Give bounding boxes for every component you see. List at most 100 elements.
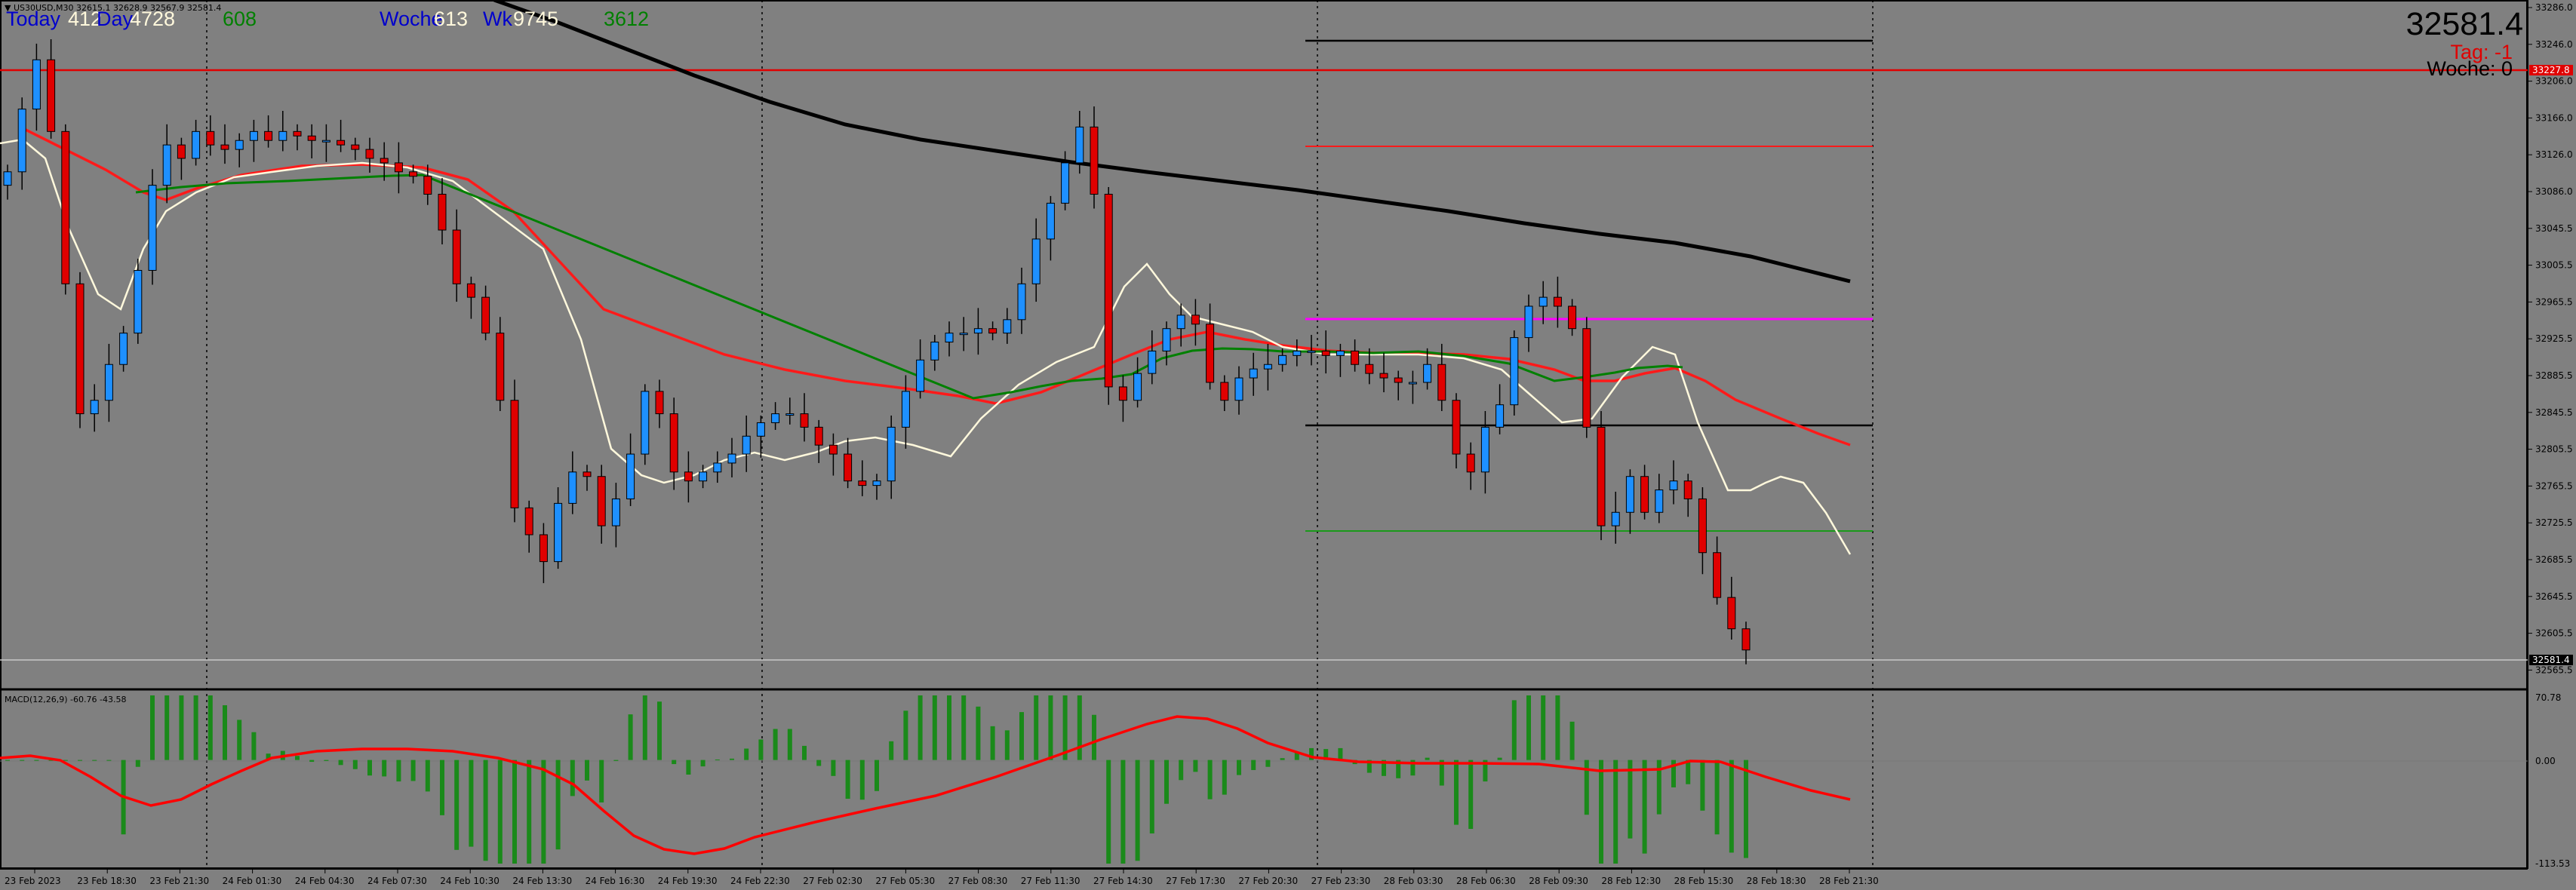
macd-histogram [5,695,1748,864]
candle-body [1510,337,1519,406]
candle-body [1568,305,1577,330]
moving-average-slow [493,0,1851,284]
candle-body [945,333,954,343]
macd-bar [135,760,140,767]
candle-body [655,391,664,415]
macd-bar [1584,760,1589,815]
macd-bar [193,695,198,760]
candle-body [1539,296,1548,307]
candle-body [162,144,171,186]
macd-bar [469,760,474,847]
macd-bar [106,760,112,761]
macd-tick-label: 0.00 [2535,756,2556,766]
candle-body [684,471,693,482]
candle-body [1278,354,1287,365]
hud-day-extra: 608 [223,8,257,30]
candle-body [1365,364,1374,374]
moving-average-green [135,173,1683,400]
macd-bar [164,695,170,760]
candle-body [1061,162,1070,204]
time-label: 27 Feb 08:30 [948,876,1008,886]
macd-bar [527,760,532,864]
time-label: 28 Feb 09:30 [1529,876,1588,886]
price-tick-label: 32965.5 [2535,296,2573,307]
candle-body [1640,476,1649,513]
price-tick-label: 32605.5 [2535,628,2573,639]
candle-body [119,333,128,365]
macd-axis[interactable]: 70.78 0.00 -113.53 [2535,692,2570,869]
macd-bar [1280,758,1285,760]
macd-tick-label: -113.53 [2535,858,2570,869]
price-tick-label: 32765.5 [2535,480,2573,491]
macd-bar [1062,695,1068,760]
candle-body [104,364,113,401]
macd-bar [802,745,807,760]
candle-body [699,471,708,482]
candle-body [1249,368,1258,379]
time-label: 28 Feb 15:30 [1674,876,1734,886]
macd-bar [367,760,372,776]
candle-body [727,453,736,464]
macd-bar [34,760,39,761]
macd-bar [1656,760,1661,815]
candle-body [235,140,244,150]
candle-body [973,328,982,334]
time-label: 28 Feb 18:30 [1747,876,1806,886]
macd-bar [1004,730,1010,760]
macd-bar [1237,760,1241,775]
candle-body [1162,328,1171,351]
candle-body [1669,480,1678,491]
macd-bar [396,760,401,782]
candle-body [61,130,70,284]
time-axis[interactable]: 23 Feb 2023 23 Feb 18:30 23 Feb 21:30 24 Fe… [5,869,1879,886]
macd-bar [1034,695,1039,760]
current-price-tag-text: 32581.4 [2532,655,2570,665]
macd-bar [1207,760,1213,799]
time-label: 27 Feb 20:30 [1238,876,1298,886]
macd-bar [497,760,503,864]
time-label: 23 Feb 18:30 [77,876,137,886]
price-tick-label: 33286.0 [2535,2,2573,13]
candle-body [321,140,330,143]
macd-bar [352,760,358,769]
candle-body [930,342,939,361]
macd-bar [1019,712,1024,760]
candle-body [1075,126,1084,164]
candle-body [1727,597,1736,630]
candle-body [1466,453,1475,473]
macd-bar [1744,760,1748,858]
current-price-tag [2529,655,2573,665]
candle-body [206,130,215,146]
price-axis[interactable]: 33286.0 33246.0 33206.0 33166.0 33126.0 33086… [2528,2,2573,675]
macd-bar [599,760,604,803]
candle-body [1698,498,1707,554]
candle-body [510,400,519,508]
price-tick-label: 32925.5 [2535,333,2573,344]
candle-body [1090,126,1099,195]
candle-body [1423,364,1432,383]
macd-bar [1149,760,1154,834]
hud-today-values: 412 [68,8,102,30]
candle-body [75,283,85,415]
time-label: 28 Feb 03:30 [1384,876,1443,886]
candle-body [713,462,722,473]
macd-bar [773,729,778,760]
time-label: 28 Feb 06:30 [1456,876,1516,886]
candle-body [1003,319,1012,334]
macd-bar [875,760,879,791]
price-tick-label: 32885.5 [2535,370,2573,381]
hud-week-value-1: 613 [434,8,468,30]
candle-body [1046,202,1055,240]
macd-bar [237,720,242,760]
macd-bar [483,760,488,861]
time-label: 27 Feb 05:30 [875,876,935,886]
macd-bar [903,710,908,760]
candle-body [1293,350,1302,356]
time-label: 27 Feb 02:30 [803,876,862,886]
price-tick-label: 32725.5 [2535,517,2573,528]
macd-bar [1410,760,1416,776]
candle-body [1336,350,1345,356]
red-line-price-tag-text: 33227.8 [2532,65,2570,75]
candle-body [554,502,563,563]
